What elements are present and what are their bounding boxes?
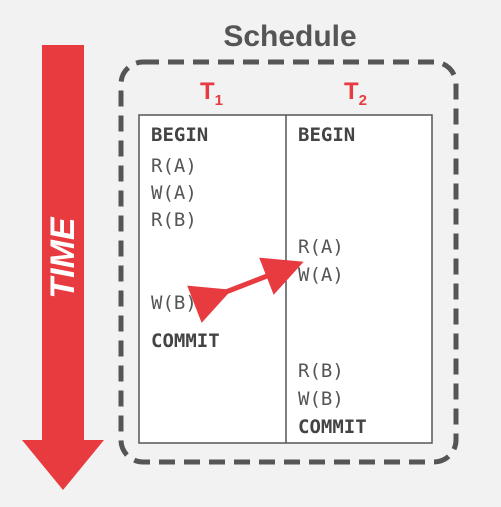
t1-op-commit: COMMIT bbox=[151, 330, 220, 352]
time-arrow bbox=[22, 45, 104, 490]
t1-op-write-b: W(B) bbox=[151, 292, 197, 314]
t2-op-write-b: W(B) bbox=[298, 388, 344, 410]
t2-op-read-b: R(B) bbox=[298, 360, 344, 382]
t1-op-begin: BEGIN bbox=[151, 124, 209, 146]
conflict-arrow bbox=[187, 257, 304, 323]
diagram-title: Schedule bbox=[223, 20, 357, 53]
t1-op-read-b: R(B) bbox=[151, 209, 197, 231]
time-label: TIME bbox=[44, 216, 82, 299]
t2-op-write-a: W(A) bbox=[298, 264, 344, 286]
schedule-border bbox=[118, 59, 459, 465]
txn-header-t1: T1 bbox=[200, 78, 224, 109]
t2-op-commit: COMMIT bbox=[298, 416, 367, 438]
t1-op-read-a: R(A) bbox=[151, 155, 197, 177]
t2-op-begin: BEGIN bbox=[298, 124, 356, 146]
t2-op-read-a: R(A) bbox=[298, 236, 344, 258]
t1-op-write-a: W(A) bbox=[151, 182, 197, 204]
txn-header-t2: T2 bbox=[344, 78, 368, 109]
